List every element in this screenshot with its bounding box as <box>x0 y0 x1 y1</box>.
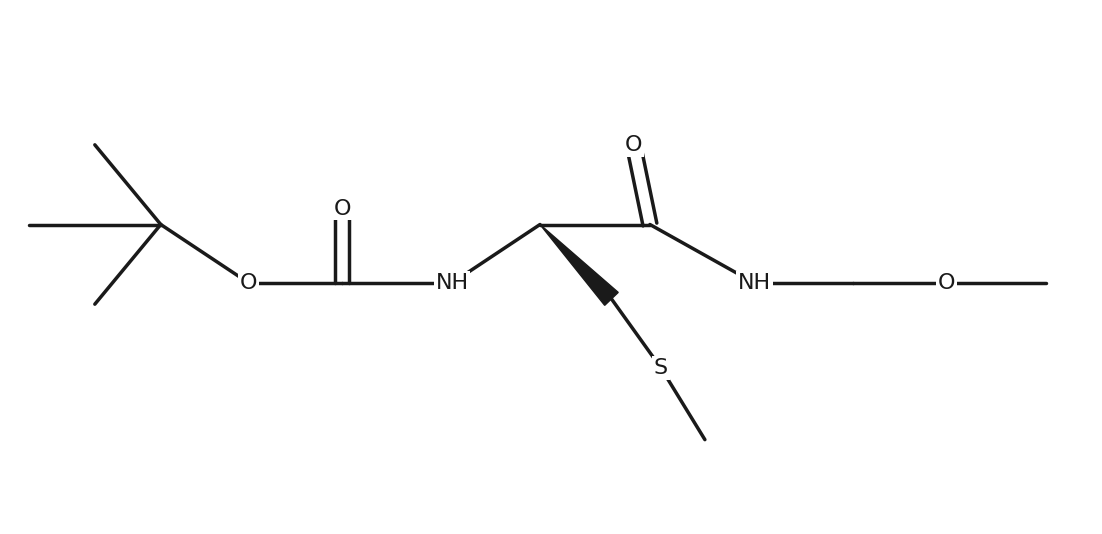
Polygon shape <box>540 224 618 305</box>
Text: O: O <box>334 199 350 218</box>
Text: O: O <box>625 135 642 155</box>
Text: NH: NH <box>435 273 468 293</box>
Text: NH: NH <box>738 273 771 293</box>
Text: O: O <box>938 273 955 293</box>
Text: S: S <box>653 358 668 378</box>
Text: O: O <box>240 273 258 293</box>
